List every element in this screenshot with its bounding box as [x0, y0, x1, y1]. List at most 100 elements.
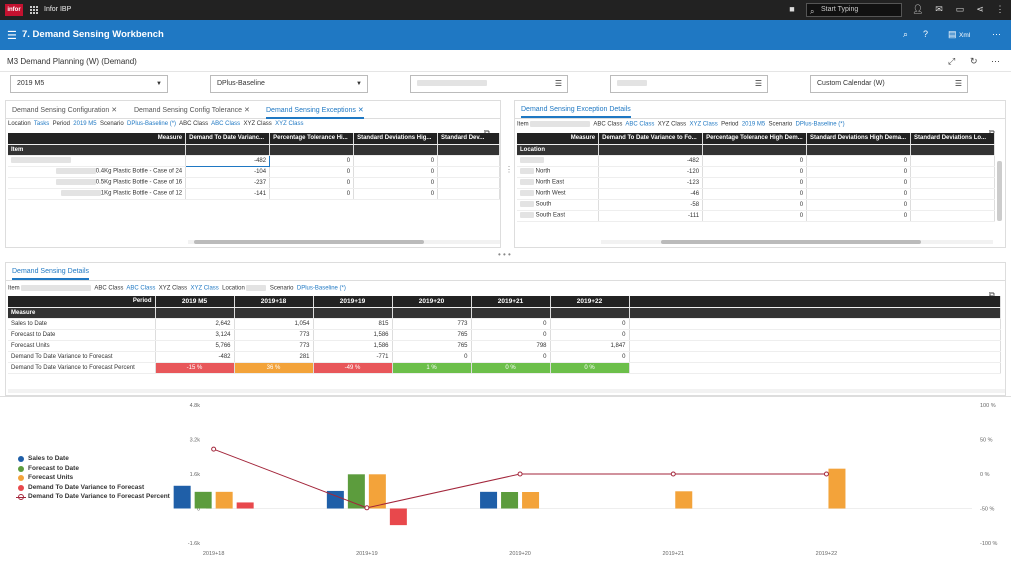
legend-item[interactable]: Forecast Units: [18, 474, 170, 484]
details-panel: Demand Sensing Details Item ABC Class AB…: [5, 262, 1006, 396]
bar: [347, 474, 365, 509]
legend-item[interactable]: Sales to Date: [18, 455, 170, 465]
table-row[interactable]: Sales to Date 2,642 1,054 815 773 0 0: [8, 318, 1001, 330]
tab-exceptions[interactable]: Demand Sensing Exceptions ✕: [266, 106, 364, 119]
period-header[interactable]: 2019+19: [313, 296, 393, 308]
vertical-scrollbar[interactable]: [997, 161, 1002, 221]
copy-icon[interactable]: ⧉: [484, 128, 490, 138]
search-icon: ⌕: [810, 7, 815, 16]
close-icon[interactable]: ✕: [244, 107, 250, 114]
subheader: M3 Demand Planning (W) (Demand) ⤢ ↻ ⋯: [0, 50, 1011, 72]
top-bar: infor Infor IBP ■ ⌕ Start Typing 👤︎ ✉ ▭ ⋖…: [0, 0, 1011, 20]
legend-item[interactable]: Forecast to Date: [18, 465, 170, 475]
horizontal-scrollbar[interactable]: [188, 240, 500, 244]
column-header[interactable]: Percentage Tolerance Hi...: [269, 133, 355, 145]
message-icon[interactable]: ▭: [955, 4, 965, 14]
horizontal-scrollbar[interactable]: [8, 389, 1005, 393]
chevron-down-icon: ▼: [356, 81, 362, 87]
table-row[interactable]: 1Kg Plastic Bottle - Case of 12 -141 0 0: [8, 188, 500, 200]
period-header[interactable]: 2019 M5: [155, 296, 235, 308]
column-header[interactable]: Demand To Date Varianc...: [185, 133, 271, 145]
table-row[interactable]: 0.4Kg Plastic Bottle - Case of 24 -104 0 0: [8, 166, 500, 178]
column-header[interactable]: Standard Deviations Hig...: [353, 133, 439, 145]
table-row[interactable]: North West -46 0 0: [517, 188, 995, 200]
square-icon[interactable]: ■: [789, 4, 795, 14]
close-icon[interactable]: ✕: [111, 107, 118, 114]
table-row[interactable]: -482 0 0: [8, 154, 500, 167]
share-icon[interactable]: ⋖: [976, 4, 984, 14]
search-icon[interactable]: ⌕: [903, 29, 909, 39]
bar: [480, 491, 498, 509]
column-header[interactable]: Standard Deviations Lo...: [910, 133, 995, 145]
column-header[interactable]: Percentage Tolerance High Dem...: [702, 133, 808, 145]
menu-icon[interactable]: ☰: [7, 30, 17, 42]
global-search-input[interactable]: ⌕ Start Typing: [806, 3, 902, 17]
more-vertical-icon[interactable]: ⋮: [995, 4, 1005, 14]
period-header[interactable]: 2019+21: [471, 296, 551, 308]
bar: [194, 491, 212, 509]
splitter-handle[interactable]: ⋮: [505, 165, 513, 174]
tab-details[interactable]: Demand Sensing Details: [12, 268, 90, 280]
tab-configuration[interactable]: Demand Sensing Configuration ✕: [12, 107, 118, 114]
chart-legend: Sales to Date Forecast to Date Forecast …: [16, 455, 170, 503]
legend-item[interactable]: Demand To Date Variance to Forecast Perc…: [16, 493, 170, 503]
exceptions-table: Measure Demand To Date Varianc... Percen…: [8, 133, 500, 200]
xml-label: Xml: [959, 32, 971, 39]
item-filter[interactable]: ☰: [410, 75, 568, 93]
table-row[interactable]: South -58 0 0: [517, 199, 995, 211]
line-point: [823, 471, 829, 477]
filter-icon: ☰: [954, 79, 962, 88]
y-tick-label: 0: [197, 507, 200, 513]
calendar-filter[interactable]: Custom Calendar (W) ☰: [810, 75, 968, 93]
tab-config-tolerance[interactable]: Demand Sensing Config Tolerance ✕: [134, 107, 250, 114]
period-header[interactable]: 2019+22: [550, 296, 630, 308]
app-grid-icon[interactable]: [30, 6, 38, 14]
xml-icon[interactable]: ▤ Xml: [948, 29, 971, 39]
scenario-dropdown[interactable]: DPlus-Baseline ▼: [210, 75, 368, 93]
table-row[interactable]: Forecast Units 5,766 773 1,586 765 798 1,847: [8, 340, 1001, 352]
period-dropdown[interactable]: 2019 M5 ▼: [10, 75, 168, 93]
table-row[interactable]: South East -111 0 0: [517, 210, 995, 222]
table-row[interactable]: -482 0 0: [517, 155, 995, 167]
column-header[interactable]: Standard Deviations High Dema...: [806, 133, 912, 145]
y-tick-label: -1.6k: [188, 541, 200, 547]
details-table: Period 2019 M5 2019+18 2019+19 2019+20 2…: [8, 296, 1001, 374]
mail-icon[interactable]: ✉: [935, 4, 943, 14]
page-title: 7. Demand Sensing Workbench: [22, 29, 164, 40]
refresh-icon[interactable]: ↻: [970, 56, 978, 66]
bar: [501, 492, 519, 509]
table-row[interactable]: 0.5Kg Plastic Bottle - Case of 16 -237 0 0: [8, 177, 500, 189]
tab-exception-details[interactable]: Demand Sensing Exception Details: [521, 106, 631, 118]
x-tick-label: 2019+21: [662, 551, 684, 557]
table-row[interactable]: Demand To Date Variance to Forecast -482 2…: [8, 351, 1001, 363]
table-row[interactable]: North -120 0 0: [517, 166, 995, 178]
help-icon[interactable]: ?: [923, 29, 929, 39]
period-header[interactable]: 2019+20: [392, 296, 472, 308]
column-header[interactable]: Standard Dev...: [437, 133, 500, 145]
user-icon[interactable]: 👤︎: [912, 4, 924, 14]
bar: [236, 502, 254, 509]
bar: [173, 485, 191, 509]
row-header: Item: [8, 144, 187, 156]
left-tabs: Demand Sensing Configuration ✕ Demand Se…: [6, 101, 500, 119]
exceptions-panel: Demand Sensing Configuration ✕ Demand Se…: [5, 100, 501, 248]
period-header[interactable]: 2019+18: [234, 296, 314, 308]
table-row[interactable]: Forecast to Date 3,124 773 1,586 765 0 0: [8, 329, 1001, 341]
expand-icon[interactable]: ⤢: [948, 56, 956, 66]
close-icon[interactable]: ✕: [357, 107, 364, 114]
column-header[interactable]: Demand To Date Variance to Fo...: [598, 133, 704, 145]
horizontal-scrollbar[interactable]: [601, 240, 993, 244]
table-row[interactable]: North East -123 0 0: [517, 177, 995, 189]
table-row[interactable]: Demand To Date Variance to Forecast Perc…: [8, 362, 1001, 374]
more-icon[interactable]: ⋯: [991, 56, 1000, 66]
legend-item[interactable]: Demand To Date Variance to Forecast: [18, 484, 170, 494]
location-filter[interactable]: ☰: [610, 75, 768, 93]
infor-logo[interactable]: infor: [5, 4, 23, 16]
y-tick-label: 3.2k: [190, 438, 201, 444]
row-header: Location: [517, 144, 600, 156]
line-point: [364, 505, 370, 511]
copy-icon[interactable]: ⧉: [989, 128, 995, 138]
copy-icon[interactable]: ⧉: [989, 290, 995, 299]
splitter-handle[interactable]: • • •: [498, 250, 511, 259]
more-icon[interactable]: ⋯: [992, 29, 1001, 39]
